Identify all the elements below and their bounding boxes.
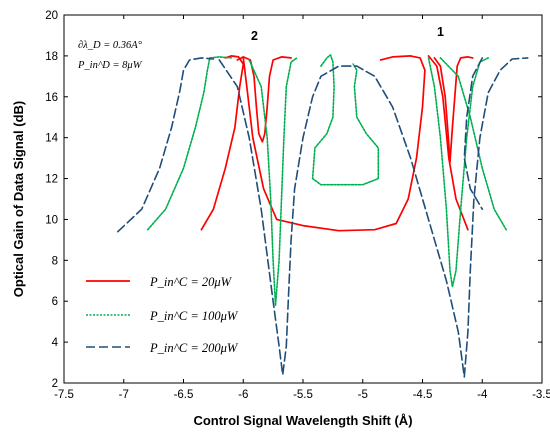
y-tick-label: 6 [52, 296, 58, 308]
y-tick-label: 10 [45, 214, 58, 226]
series-1 [200, 55, 474, 232]
x-axis-title: Control Signal Wavelength Shift (Å) [193, 413, 412, 428]
annotation-line1: ∂λ_D = 0.36A° [78, 40, 143, 51]
series-curve [218, 57, 529, 378]
axis-ticks: -7.5 -7 -6.5 -6 -5.5 -5 -4.5 -4 -3.5246810121416… [45, 10, 550, 401]
series-curve [427, 55, 469, 231]
series-curve [248, 57, 298, 307]
x-tick-label: -5.5 [293, 389, 313, 401]
y-tick-label: 12 [45, 174, 58, 186]
series-curve [242, 55, 426, 232]
series-curve [463, 57, 484, 210]
series-layer [117, 54, 529, 378]
series-curve [433, 56, 474, 164]
y-tick-label: 8 [52, 255, 58, 267]
x-tick-label: -6.5 [174, 389, 194, 401]
branch-label-right: 1 [437, 25, 444, 39]
y-tick-label: 20 [45, 10, 58, 22]
x-tick-label: -4.5 [413, 389, 433, 401]
series-curve [117, 57, 215, 233]
legend-label: P_in^C = 20μW [149, 275, 233, 289]
x-tick-label: -6 [238, 389, 248, 401]
series-curve [236, 56, 292, 143]
annotation-line2: P_in^D = 8μW [77, 60, 143, 71]
legend-label: P_in^C = 200μW [149, 341, 239, 355]
legend-label: P_in^C = 100μW [149, 309, 239, 323]
series-curve [311, 54, 380, 186]
x-tick-label: -5 [358, 389, 368, 401]
x-tick-label: -7.5 [54, 389, 74, 401]
series-curve [427, 57, 490, 288]
y-tick-label: 4 [52, 337, 59, 349]
x-tick-label: -3.5 [532, 389, 550, 401]
y-tick-label: 14 [45, 133, 58, 145]
series-curve [146, 56, 233, 231]
y-tick-label: 2 [52, 378, 58, 390]
series-curve [200, 55, 245, 231]
branch-label-left: 2 [251, 29, 258, 43]
y-tick-label: 18 [45, 51, 58, 63]
series-curve [439, 57, 508, 231]
x-tick-label: -7 [119, 389, 129, 401]
legend: P_in^C = 20μW P_in^C = 100μW P_in^C = 200μ… [86, 275, 239, 355]
series-2 [146, 54, 508, 307]
y-axis-title: Optical Gain of Data Signal (dB) [11, 101, 26, 297]
x-tick-label: -4 [477, 389, 488, 401]
series-3 [117, 57, 529, 378]
y-tick-label: 16 [45, 92, 58, 104]
